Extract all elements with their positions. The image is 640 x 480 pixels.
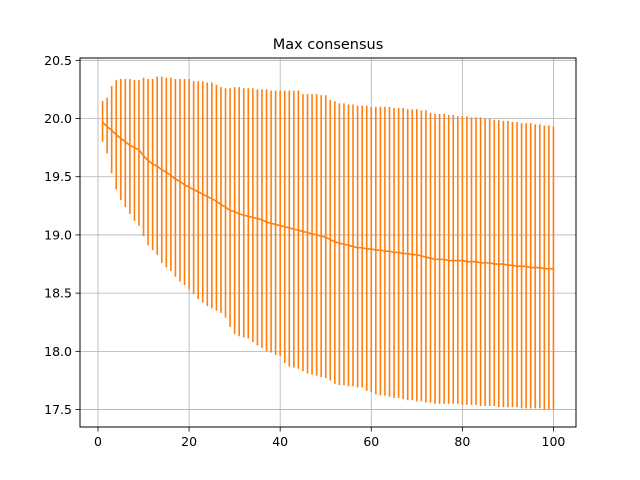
y-tick-label: 18.5	[44, 286, 72, 301]
mean-line-group	[101, 121, 554, 270]
plot-frame	[79, 57, 577, 428]
x-tick-label: 20	[181, 434, 197, 449]
chart-title: Max consensus	[273, 37, 384, 53]
x-tick-label: 80	[454, 434, 470, 449]
y-tick-label: 19.5	[44, 169, 72, 184]
x-tick-label: 0	[94, 434, 102, 449]
y-tick-label: 20.0	[44, 111, 72, 126]
x-tick-label: 60	[363, 434, 379, 449]
y-tick-label: 20.5	[44, 53, 72, 68]
y-tick-label: 19.0	[44, 227, 72, 242]
x-tick-label: 40	[272, 434, 288, 449]
mean-line	[101, 121, 554, 270]
x-tick-label: 100	[542, 434, 566, 449]
plot-area	[80, 58, 576, 427]
y-tick-label: 17.5	[44, 402, 72, 417]
x-axis: 0 20 40 60 80 100	[94, 427, 565, 449]
y-axis: 17.5 18.0 18.5 19.0 19.5 20.0 20.5	[44, 53, 80, 417]
y-tick-label: 18.0	[44, 344, 72, 359]
